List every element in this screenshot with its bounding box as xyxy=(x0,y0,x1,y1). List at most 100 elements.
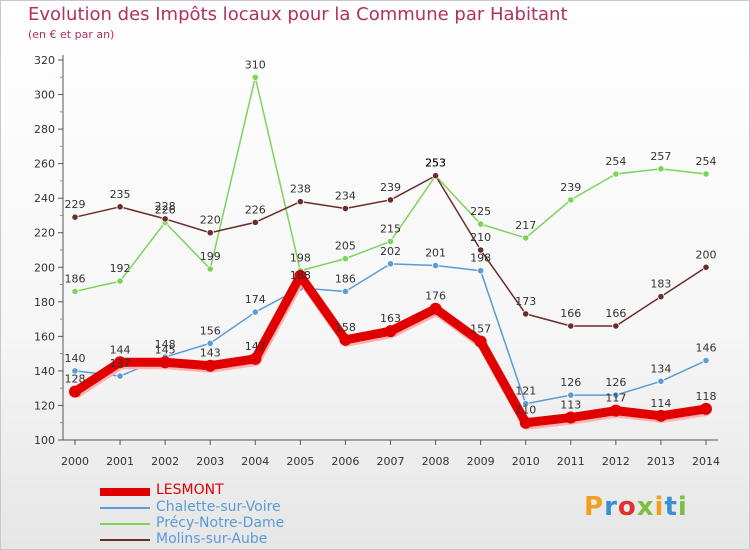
x-tick-label: 2010 xyxy=(512,455,540,468)
data-label: 225 xyxy=(470,205,491,218)
y-tick-label: 240 xyxy=(34,192,55,205)
data-label: 234 xyxy=(335,190,356,203)
y-tick-label: 120 xyxy=(34,399,55,412)
data-label: 200 xyxy=(696,248,717,261)
data-label: 198 xyxy=(290,252,311,265)
y-tick-label: 320 xyxy=(34,54,55,67)
data-label: 166 xyxy=(560,307,581,320)
data-point-LESMONT xyxy=(474,335,487,348)
x-tick-label: 2005 xyxy=(286,455,314,468)
data-label: 226 xyxy=(155,203,176,216)
chart-subtitle: (en € et par an) xyxy=(28,28,115,41)
data-point-Chalette-sur-Voire xyxy=(477,267,485,275)
data-label: 146 xyxy=(696,342,717,355)
y-tick-label: 280 xyxy=(34,123,55,136)
y-tick-label: 200 xyxy=(34,261,55,274)
y-tick-label: 140 xyxy=(34,365,55,378)
data-point-Chalette-sur-Voire xyxy=(522,400,530,408)
data-label: 220 xyxy=(200,214,221,227)
data-point-Précy-Notre-Dame xyxy=(341,255,350,263)
x-tick-label: 2004 xyxy=(241,455,269,468)
data-label: 188 xyxy=(290,269,311,282)
data-point-Chalette-sur-Voire xyxy=(116,372,124,380)
data-point-Molins-sur-Aube xyxy=(612,322,620,330)
data-point-Précy-Notre-Dame xyxy=(71,287,79,296)
data-point-LESMONT xyxy=(564,411,577,424)
x-tick-label: 2006 xyxy=(331,455,359,468)
data-label: 226 xyxy=(245,203,266,216)
data-point-Précy-Notre-Dame xyxy=(116,277,124,285)
data-label: 117 xyxy=(605,392,626,405)
data-point-Molins-sur-Aube xyxy=(296,198,304,206)
data-label: 239 xyxy=(560,181,581,194)
data-label: 202 xyxy=(380,245,401,258)
data-label: 253 xyxy=(425,157,446,170)
data-label: 310 xyxy=(245,58,266,71)
data-point-Molins-sur-Aube xyxy=(251,218,259,226)
data-label: 257 xyxy=(650,150,671,163)
data-label: 134 xyxy=(650,362,671,375)
data-label: 166 xyxy=(605,307,626,320)
x-tick-label: 2001 xyxy=(106,455,134,468)
data-label: 148 xyxy=(155,338,176,351)
data-label: 121 xyxy=(515,385,536,398)
data-label: 126 xyxy=(560,376,581,389)
data-point-LESMONT xyxy=(114,356,127,369)
legend-label-precy: Précy-Notre-Dame xyxy=(156,515,285,531)
data-point-Précy-Notre-Dame xyxy=(522,234,530,242)
data-point-Précy-Notre-Dame xyxy=(657,165,665,173)
data-label: 157 xyxy=(470,323,491,336)
legend-label-lesmont: LESMONT xyxy=(156,482,224,498)
data-point-LESMONT xyxy=(339,333,352,346)
data-point-Molins-sur-Aube xyxy=(702,263,710,271)
data-label: 217 xyxy=(515,219,536,232)
x-tick-label: 2002 xyxy=(151,455,179,468)
data-label: 199 xyxy=(200,250,221,263)
data-label: 126 xyxy=(605,376,626,389)
data-point-Molins-sur-Aube xyxy=(71,213,79,221)
legend-swatch-precy xyxy=(100,523,150,525)
data-label: 192 xyxy=(110,262,131,275)
data-point-LESMONT xyxy=(294,269,307,282)
data-label: 144 xyxy=(110,343,131,356)
legend-label-chalette: Chalette-sur-Voire xyxy=(156,499,281,515)
data-label: 156 xyxy=(200,324,221,337)
data-point-Chalette-sur-Voire xyxy=(612,391,620,399)
data-point-Chalette-sur-Voire xyxy=(206,339,214,347)
data-point-LESMONT xyxy=(519,416,532,429)
data-label: 215 xyxy=(380,222,401,235)
data-label: 254 xyxy=(605,155,626,168)
y-tick-label: 100 xyxy=(34,434,55,447)
proxiti-logo: Proxiti xyxy=(584,492,688,522)
data-point-LESMONT xyxy=(609,404,622,417)
data-point-LESMONT xyxy=(159,356,172,369)
data-point-Molins-sur-Aube xyxy=(116,203,124,211)
data-point-Molins-sur-Aube xyxy=(386,196,395,204)
data-point-LESMONT xyxy=(429,302,442,315)
data-point-Molins-sur-Aube xyxy=(477,246,485,254)
data-point-Chalette-sur-Voire xyxy=(657,377,665,385)
data-label: 163 xyxy=(380,312,401,325)
data-point-Précy-Notre-Dame xyxy=(612,170,620,178)
data-label: 253 xyxy=(425,157,446,170)
y-tick-label: 260 xyxy=(34,158,55,171)
y-tick-label: 300 xyxy=(34,89,55,102)
y-tick-label: 160 xyxy=(34,330,55,343)
data-label: 210 xyxy=(470,231,491,244)
data-point-Chalette-sur-Voire xyxy=(431,261,440,270)
data-point-Molins-sur-Aube xyxy=(206,229,214,237)
legend-swatch-chalette xyxy=(100,507,150,509)
data-point-Chalette-sur-Voire xyxy=(341,287,350,296)
data-label: 128 xyxy=(65,373,86,386)
data-point-Précy-Notre-Dame xyxy=(567,196,575,204)
data-point-Chalette-sur-Voire xyxy=(702,356,710,365)
x-tick-label: 2014 xyxy=(692,455,720,468)
data-point-Précy-Notre-Dame xyxy=(251,73,259,81)
data-point-LESMONT xyxy=(654,409,667,422)
x-tick-label: 2003 xyxy=(196,455,224,468)
data-label: 254 xyxy=(696,155,717,168)
data-point-Molins-sur-Aube xyxy=(341,204,350,213)
data-label: 110 xyxy=(515,404,536,417)
data-label: 228 xyxy=(155,200,176,213)
